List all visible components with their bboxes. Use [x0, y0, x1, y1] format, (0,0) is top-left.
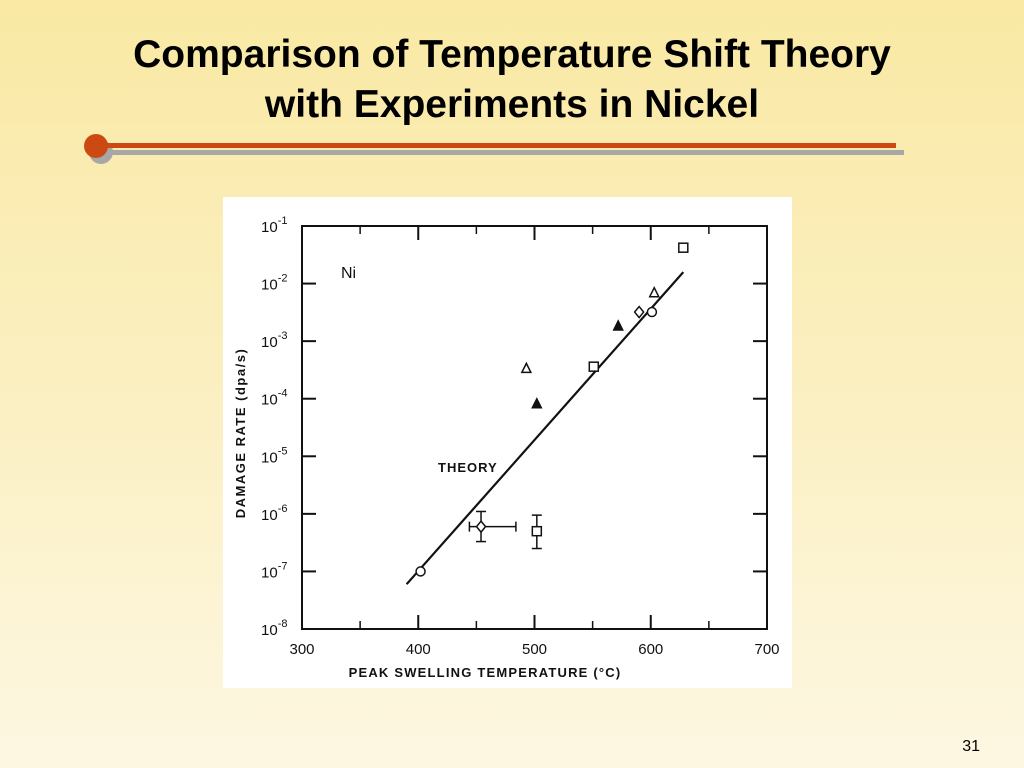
x-tick-label: 600 [638, 641, 663, 658]
y-tick-label: 10-1 [261, 215, 287, 236]
y-tick-label: 10-5 [261, 445, 287, 466]
y-axis-label: DAMAGE RATE (dpa/s) [233, 348, 248, 519]
x-tick-label: 300 [289, 641, 314, 658]
data-point-square [531, 525, 543, 537]
swelling-temperature-chart: 300 400 500 600 700 10-8 10-7 10-6 10-5 10-4 10-3 1… [233, 215, 780, 680]
data-point-triangle-filled [531, 397, 543, 409]
data-point-triangle [520, 361, 533, 374]
theory-annotation: THEORY [438, 460, 498, 475]
data-point-square [678, 242, 689, 253]
material-annotation: Ni [341, 265, 356, 282]
x-tick-label: 500 [522, 641, 547, 658]
page-number: 31 [962, 738, 980, 755]
y-tick-label: 10-2 [261, 273, 287, 294]
y-tick-label: 10-3 [261, 330, 287, 351]
theory-line [405, 271, 685, 585]
x-tick-label: 700 [754, 641, 779, 658]
x-tick-label: 400 [406, 641, 431, 658]
data-point-circle [415, 566, 426, 577]
title-bullet-icon [84, 134, 108, 158]
title-rule-shadow [101, 150, 904, 155]
data-point-circle [646, 306, 658, 318]
slide-title: Comparison of Temperature Shift Theory w… [40, 30, 984, 130]
data-point-triangle [648, 286, 660, 298]
y-tick-label: 10-6 [261, 503, 287, 524]
y-tick-label: 10-8 [261, 618, 287, 639]
x-axis-label: PEAK SWELLING TEMPERATURE (°C) [349, 665, 622, 680]
title-rule [96, 143, 896, 148]
data-point-diamond [475, 519, 487, 534]
slide-title-line-1: Comparison of Temperature Shift Theory [133, 33, 891, 76]
data-point-diamond [633, 305, 645, 319]
y-tick-label: 10-4 [261, 388, 287, 409]
chart-figure: 300 400 500 600 700 10-8 10-7 10-6 10-5 10-4 10-3 1… [223, 197, 792, 688]
plot-frame [301, 225, 768, 630]
slide-title-line-2: with Experiments in Nickel [264, 83, 760, 126]
data-point-triangle-filled [612, 319, 624, 331]
y-tick-label: 10-7 [261, 560, 287, 581]
data-point-square [588, 361, 600, 372]
